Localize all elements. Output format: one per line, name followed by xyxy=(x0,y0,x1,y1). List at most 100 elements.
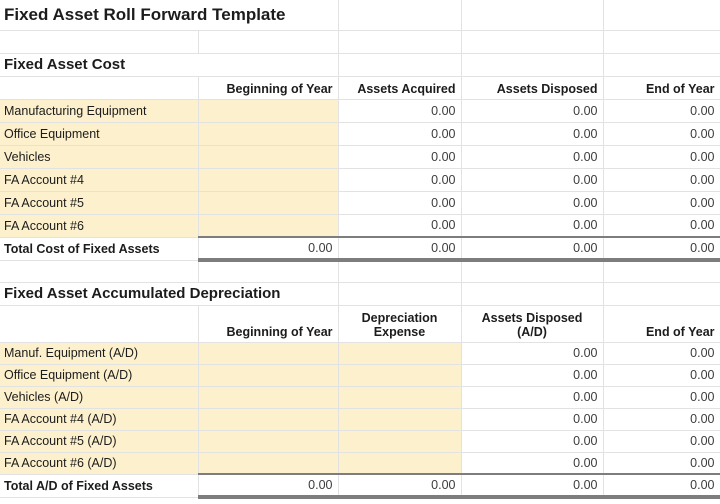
blank-cell xyxy=(603,53,720,77)
blank-cell xyxy=(198,260,339,283)
input-cell[interactable] xyxy=(198,386,339,409)
value-cell[interactable]: 0.00 xyxy=(603,145,720,169)
input-cell[interactable] xyxy=(198,122,339,146)
value-cell[interactable]: 0.00 xyxy=(338,214,462,238)
section-heading: Fixed Asset Cost xyxy=(0,53,339,77)
column-header: Beginning of Year xyxy=(198,76,339,100)
blank-cell xyxy=(198,30,339,54)
input-cell[interactable] xyxy=(338,452,462,475)
column-header: Assets Disposed (A/D) xyxy=(461,305,604,343)
value-cell[interactable]: 0.00 xyxy=(461,122,604,146)
input-cell[interactable] xyxy=(198,191,339,215)
value-cell[interactable]: 0.00 xyxy=(603,364,720,387)
row-label: Vehicles xyxy=(0,145,199,169)
value-cell[interactable]: 0.00 xyxy=(603,99,720,123)
blank-cell xyxy=(461,53,604,77)
value-cell[interactable]: 0.00 xyxy=(461,408,604,431)
value-cell[interactable]: 0.00 xyxy=(338,122,462,146)
blank-cell xyxy=(338,0,462,31)
blank-cell xyxy=(0,76,199,100)
column-header: End of Year xyxy=(603,76,720,100)
row-label: Office Equipment xyxy=(0,122,199,146)
blank-cell xyxy=(338,282,462,306)
total-row-label: Total A/D of Fixed Assets xyxy=(0,474,199,498)
value-cell[interactable]: 0.00 xyxy=(461,214,604,238)
blank-cell xyxy=(338,260,462,283)
value-cell[interactable]: 0.00 xyxy=(338,168,462,192)
total-value-cell[interactable]: 0.00 xyxy=(603,473,720,499)
value-cell[interactable]: 0.00 xyxy=(603,408,720,431)
value-cell[interactable]: 0.00 xyxy=(603,430,720,453)
input-cell[interactable] xyxy=(198,430,339,453)
input-cell[interactable] xyxy=(198,168,339,192)
value-cell[interactable]: 0.00 xyxy=(603,386,720,409)
input-cell[interactable] xyxy=(198,452,339,475)
value-cell[interactable]: 0.00 xyxy=(461,145,604,169)
column-header: End of Year xyxy=(603,305,720,343)
row-label: Manufacturing Equipment xyxy=(0,99,199,123)
total-value-cell[interactable]: 0.00 xyxy=(198,236,339,262)
value-cell[interactable]: 0.00 xyxy=(603,168,720,192)
column-header: Assets Disposed xyxy=(461,76,604,100)
input-cell[interactable] xyxy=(338,364,462,387)
total-value-cell[interactable]: 0.00 xyxy=(198,473,339,499)
blank-cell xyxy=(0,305,199,343)
value-cell[interactable]: 0.00 xyxy=(603,342,720,365)
total-value-cell[interactable]: 0.00 xyxy=(603,236,720,262)
value-cell[interactable]: 0.00 xyxy=(461,168,604,192)
column-header: Assets Acquired xyxy=(338,76,462,100)
value-cell[interactable]: 0.00 xyxy=(603,122,720,146)
total-row-label: Total Cost of Fixed Assets xyxy=(0,237,199,261)
value-cell[interactable]: 0.00 xyxy=(338,99,462,123)
total-value-cell[interactable]: 0.00 xyxy=(338,236,462,262)
input-cell[interactable] xyxy=(338,342,462,365)
total-value-cell[interactable]: 0.00 xyxy=(461,236,604,262)
sheet-title: Fixed Asset Roll Forward Template xyxy=(0,0,339,31)
blank-cell xyxy=(603,282,720,306)
blank-cell xyxy=(338,30,462,54)
value-cell[interactable]: 0.00 xyxy=(461,430,604,453)
blank-cell xyxy=(461,282,604,306)
value-cell[interactable]: 0.00 xyxy=(603,452,720,475)
input-cell[interactable] xyxy=(198,364,339,387)
input-cell[interactable] xyxy=(198,145,339,169)
row-label: Office Equipment (A/D) xyxy=(0,364,199,387)
row-label: FA Account #6 xyxy=(0,214,199,238)
total-value-cell[interactable]: 0.00 xyxy=(461,473,604,499)
blank-cell xyxy=(461,260,604,283)
value-cell[interactable]: 0.00 xyxy=(603,214,720,238)
input-cell[interactable] xyxy=(338,386,462,409)
input-cell[interactable] xyxy=(338,430,462,453)
blank-cell xyxy=(603,260,720,283)
blank-cell xyxy=(0,30,199,54)
blank-cell xyxy=(461,30,604,54)
row-label: FA Account #4 xyxy=(0,168,199,192)
input-cell[interactable] xyxy=(198,214,339,238)
value-cell[interactable]: 0.00 xyxy=(461,452,604,475)
value-cell[interactable]: 0.00 xyxy=(461,342,604,365)
row-label: FA Account #5 xyxy=(0,191,199,215)
value-cell[interactable]: 0.00 xyxy=(338,145,462,169)
blank-cell xyxy=(0,260,199,283)
blank-cell xyxy=(338,53,462,77)
input-cell[interactable] xyxy=(198,342,339,365)
total-value-cell[interactable]: 0.00 xyxy=(338,473,462,499)
row-label: FA Account #5 (A/D) xyxy=(0,430,199,453)
value-cell[interactable]: 0.00 xyxy=(338,191,462,215)
value-cell[interactable]: 0.00 xyxy=(461,364,604,387)
input-cell[interactable] xyxy=(338,408,462,431)
value-cell[interactable]: 0.00 xyxy=(461,386,604,409)
blank-cell xyxy=(461,0,604,31)
input-cell[interactable] xyxy=(198,408,339,431)
blank-cell xyxy=(603,30,720,54)
column-header: Beginning of Year xyxy=(198,305,339,343)
value-cell[interactable]: 0.00 xyxy=(461,191,604,215)
row-label: FA Account #6 (A/D) xyxy=(0,452,199,475)
value-cell[interactable]: 0.00 xyxy=(603,191,720,215)
value-cell[interactable]: 0.00 xyxy=(461,99,604,123)
row-label: FA Account #4 (A/D) xyxy=(0,408,199,431)
blank-cell xyxy=(603,0,720,31)
input-cell[interactable] xyxy=(198,99,339,123)
